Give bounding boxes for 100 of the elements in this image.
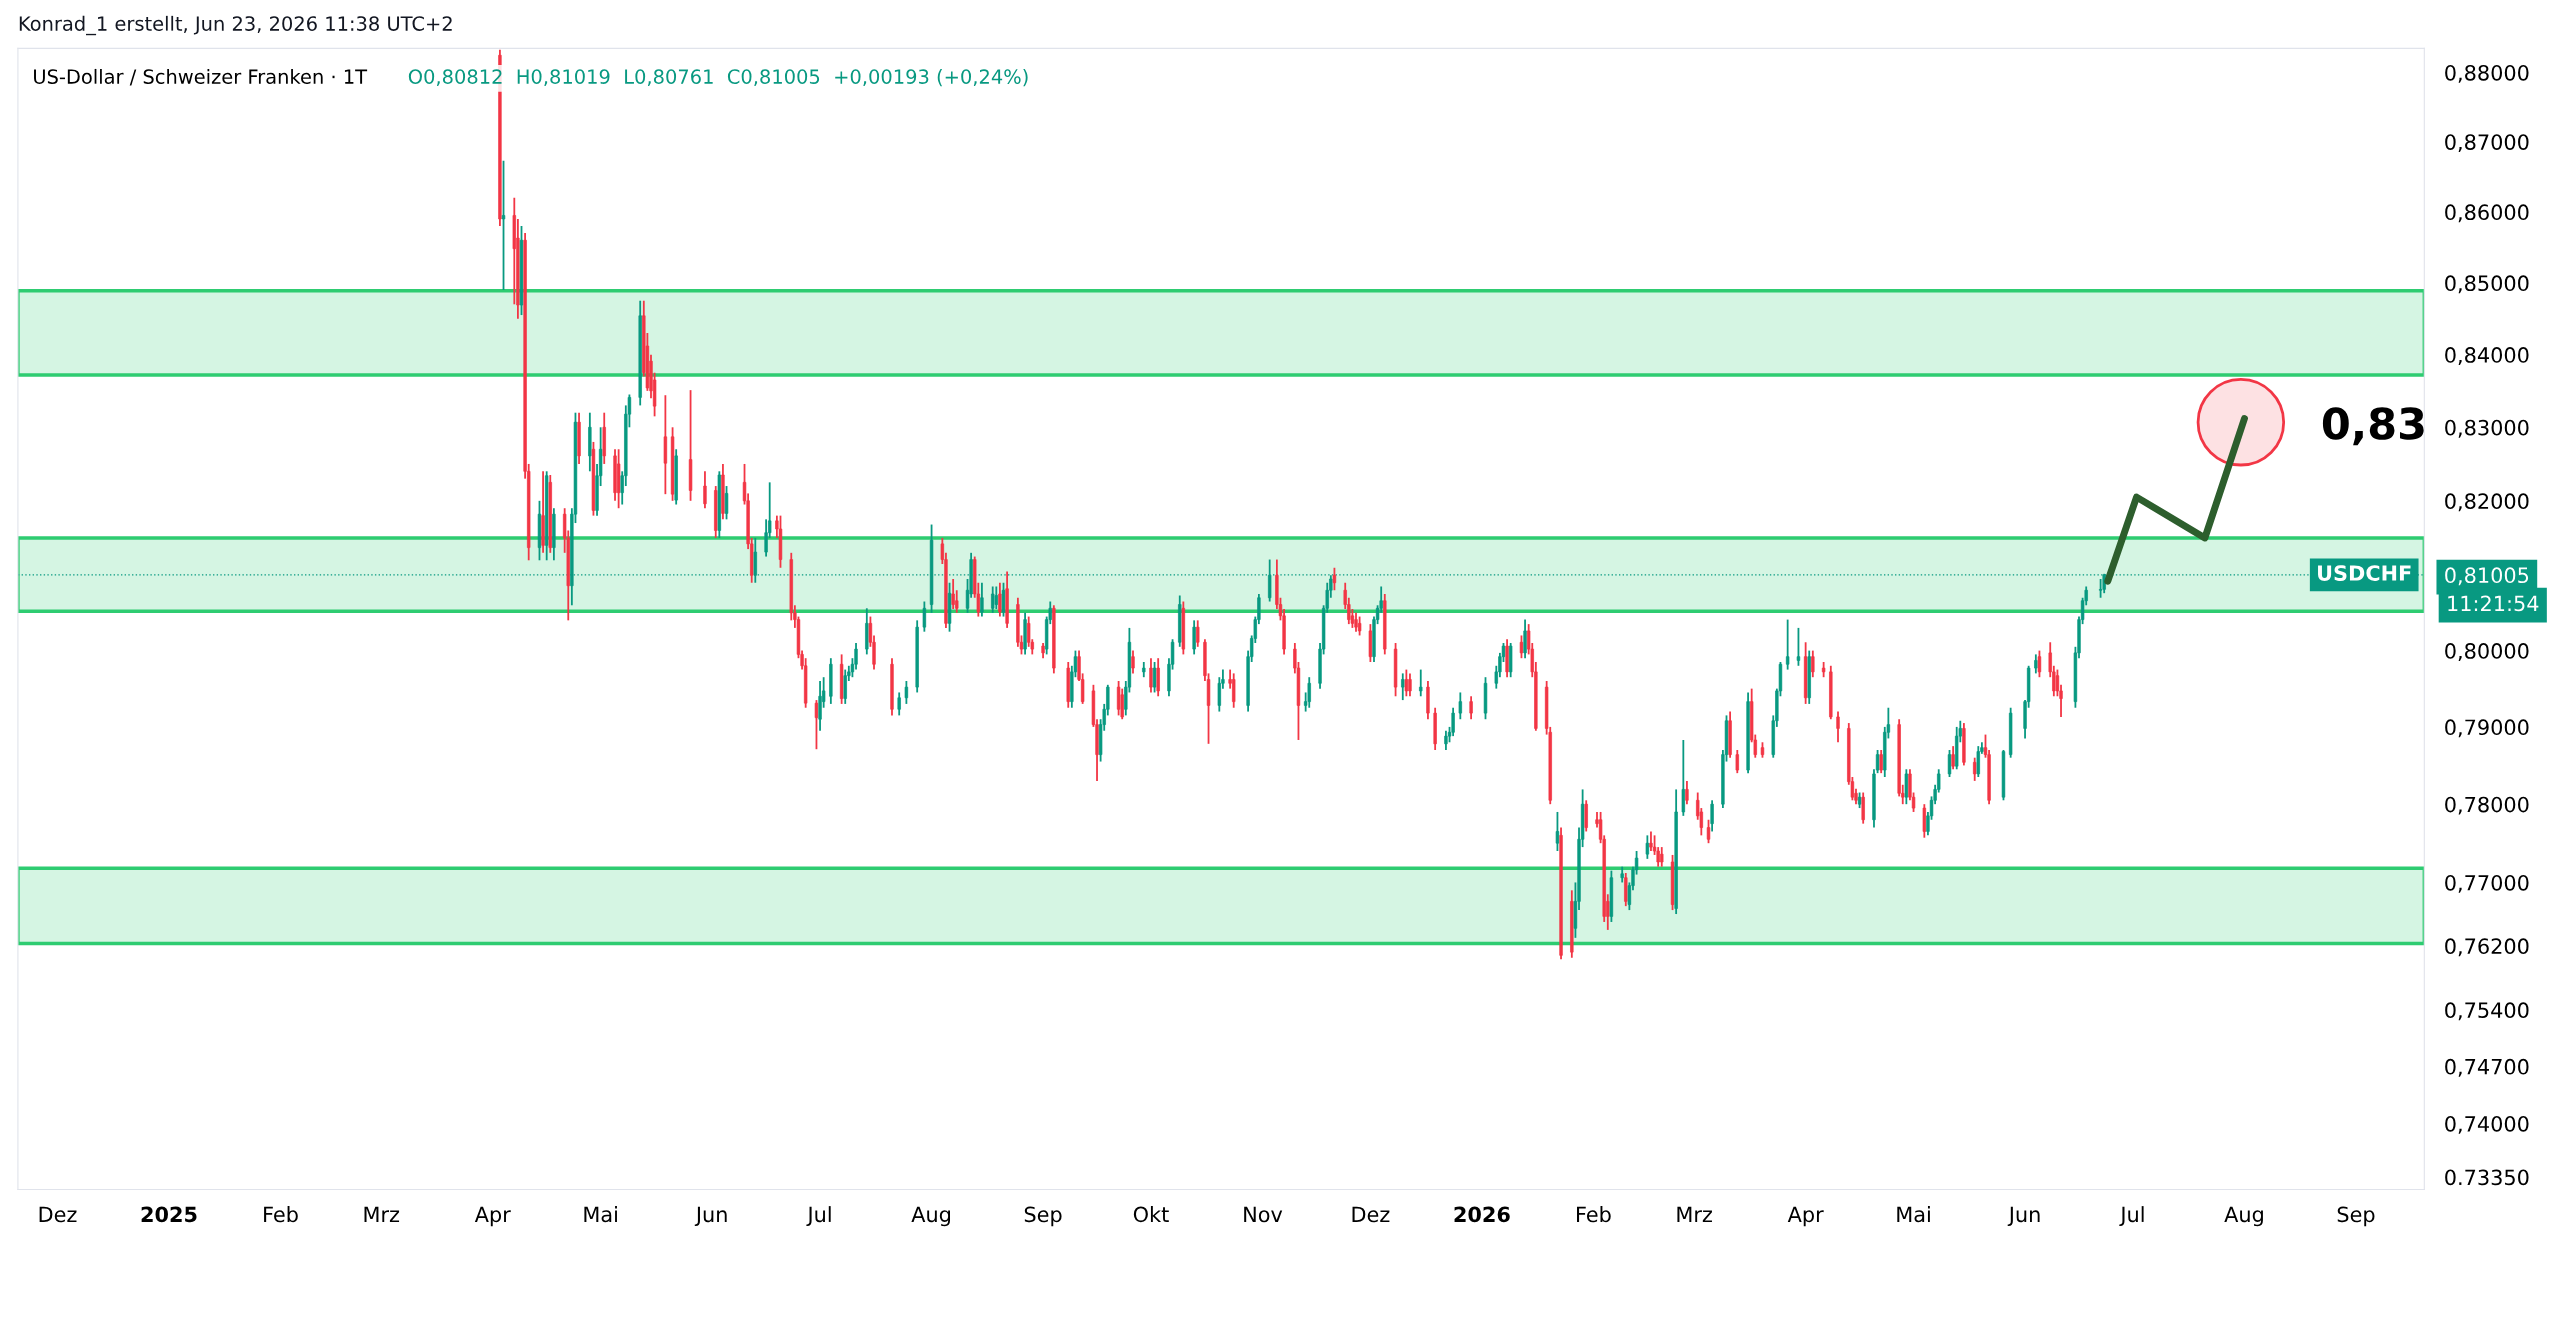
candlestick — [897, 691, 901, 717]
y-tick-label: 0,85000 — [2445, 275, 2529, 294]
candlestick — [1116, 680, 1121, 717]
candlestick — [1555, 811, 1560, 852]
candlestick — [998, 581, 1002, 618]
x-tick-label: Jun — [2007, 1206, 2040, 1227]
candlestick — [1706, 818, 1711, 845]
x-tick-label: 2025 — [141, 1206, 197, 1223]
candlestick — [1796, 626, 1801, 667]
candlestick — [1404, 668, 1409, 698]
y-tick-label: 0,84000 — [2445, 347, 2529, 365]
y-tick-label: 0,88000 — [2445, 64, 2529, 83]
candlestick — [904, 680, 909, 705]
candlestick — [1976, 745, 1980, 778]
y-tick-label: 0,78000 — [2445, 796, 2529, 815]
x-tick-label: Jul — [806, 1206, 831, 1227]
candlestick — [1685, 779, 1689, 806]
candlestick — [1972, 756, 1977, 782]
candlestick — [1710, 799, 1714, 833]
x-tick-label: Aug — [2224, 1206, 2263, 1227]
candlestick — [1785, 618, 1790, 671]
x-tick-label: Feb — [264, 1206, 298, 1223]
candlestick — [1922, 803, 1927, 839]
text: 11:21:54 — [2448, 595, 2539, 612]
x-tick-label: Feb — [1577, 1206, 1611, 1223]
x-tick-label: Sep — [1024, 1206, 1062, 1227]
x-tick-label: Nov — [1244, 1206, 1283, 1223]
ref-line-label: USDCHF — [2318, 565, 2411, 581]
y-tick-label: 0.73350 — [2445, 1169, 2529, 1186]
x-tick-label: Apr — [1787, 1206, 1824, 1227]
candlestick — [2098, 578, 2103, 599]
y-tick-label: 0,76200 — [2445, 938, 2529, 957]
x-tick-label: Sep — [2337, 1206, 2375, 1227]
candlestick — [1332, 566, 1337, 592]
x-tick-label: 2026 — [1454, 1206, 1510, 1223]
candlestick — [1879, 749, 1883, 775]
x-tick-label: Jun — [694, 1206, 727, 1227]
candlestick — [980, 581, 984, 618]
candlestick — [1196, 619, 1200, 648]
candlestick — [1232, 672, 1236, 709]
x-tick-label: Mai — [584, 1206, 617, 1223]
candlestick — [991, 585, 995, 614]
candlestick — [994, 585, 999, 610]
annotation: O0,80812 H0,81019 L0,80761 C0,81005 +0,00193 (+0,24%) — [408, 68, 1028, 87]
y-tick-label: 0,79000 — [2445, 719, 2529, 738]
y-tick-label: 0,82000 — [2445, 493, 2529, 512]
candlestick — [1904, 768, 1909, 806]
candlestick — [843, 668, 847, 705]
y-tick-label: 0,83000 — [2445, 419, 2529, 438]
candlestick — [1401, 672, 1405, 701]
candlestick — [724, 485, 729, 521]
candlestick — [501, 159, 506, 291]
x-tick-label: Mrz — [1677, 1206, 1712, 1222]
candlestick — [1444, 729, 1448, 751]
candlestick — [1861, 791, 1865, 825]
x-tick-label: Mrz — [364, 1206, 400, 1222]
candlestick — [1354, 611, 1358, 633]
candlestick — [2037, 649, 2042, 679]
candlestick — [1681, 739, 1686, 817]
y-tick-label: 0,74000 — [2445, 1115, 2529, 1134]
y-tick-label: 0,86000 — [2445, 204, 2529, 223]
y-tick-label: 0,80000 — [2445, 643, 2529, 661]
candlestick — [1660, 846, 1664, 868]
candlestick — [1519, 634, 1524, 660]
candlestick — [1451, 706, 1455, 738]
x-tick-label: Aug — [911, 1206, 951, 1227]
y-tick-label: 0,77000 — [2445, 874, 2529, 893]
candlestick — [703, 470, 707, 510]
candlestick — [1131, 649, 1135, 675]
candlestick — [1192, 619, 1196, 656]
candlestick — [1458, 691, 1463, 721]
candlestick — [1584, 799, 1588, 833]
candlestick — [1156, 657, 1160, 698]
candlestick — [1469, 695, 1473, 721]
candlestick — [1947, 749, 1952, 778]
candlestick — [1735, 749, 1739, 775]
x-tick-label: Mai — [1897, 1206, 1930, 1223]
candlestick — [1811, 649, 1815, 679]
y-tick-label: 0,81005 — [2445, 567, 2529, 586]
candlestick — [1649, 830, 1653, 852]
annotation: 0,83 — [2322, 407, 2424, 446]
candlestick — [1951, 745, 1955, 771]
candlestick — [1523, 618, 1527, 660]
candlestick — [922, 600, 927, 633]
x-tick-label: Apr — [474, 1206, 511, 1227]
candlestick — [1307, 676, 1311, 709]
candlestick — [814, 699, 819, 751]
text: US-Dollar / Schweizer Franken · 1T — [34, 68, 368, 86]
candlestick — [1836, 710, 1840, 744]
candlestick — [1624, 872, 1628, 908]
candlestick — [2034, 653, 2038, 675]
candlestick — [1408, 672, 1412, 698]
x-tick-label: Dez — [1352, 1206, 1390, 1223]
candlestick — [1645, 834, 1650, 860]
y-tick-label: 0,74700 — [2445, 1058, 2529, 1077]
text: Konrad_1 erstellt, Jun 23, 2026 11:38 UTC+2 — [19, 15, 452, 36]
candlestick — [818, 680, 822, 732]
candlestick — [1152, 661, 1157, 694]
candlestick — [1149, 657, 1153, 694]
candlestick — [1419, 668, 1423, 698]
